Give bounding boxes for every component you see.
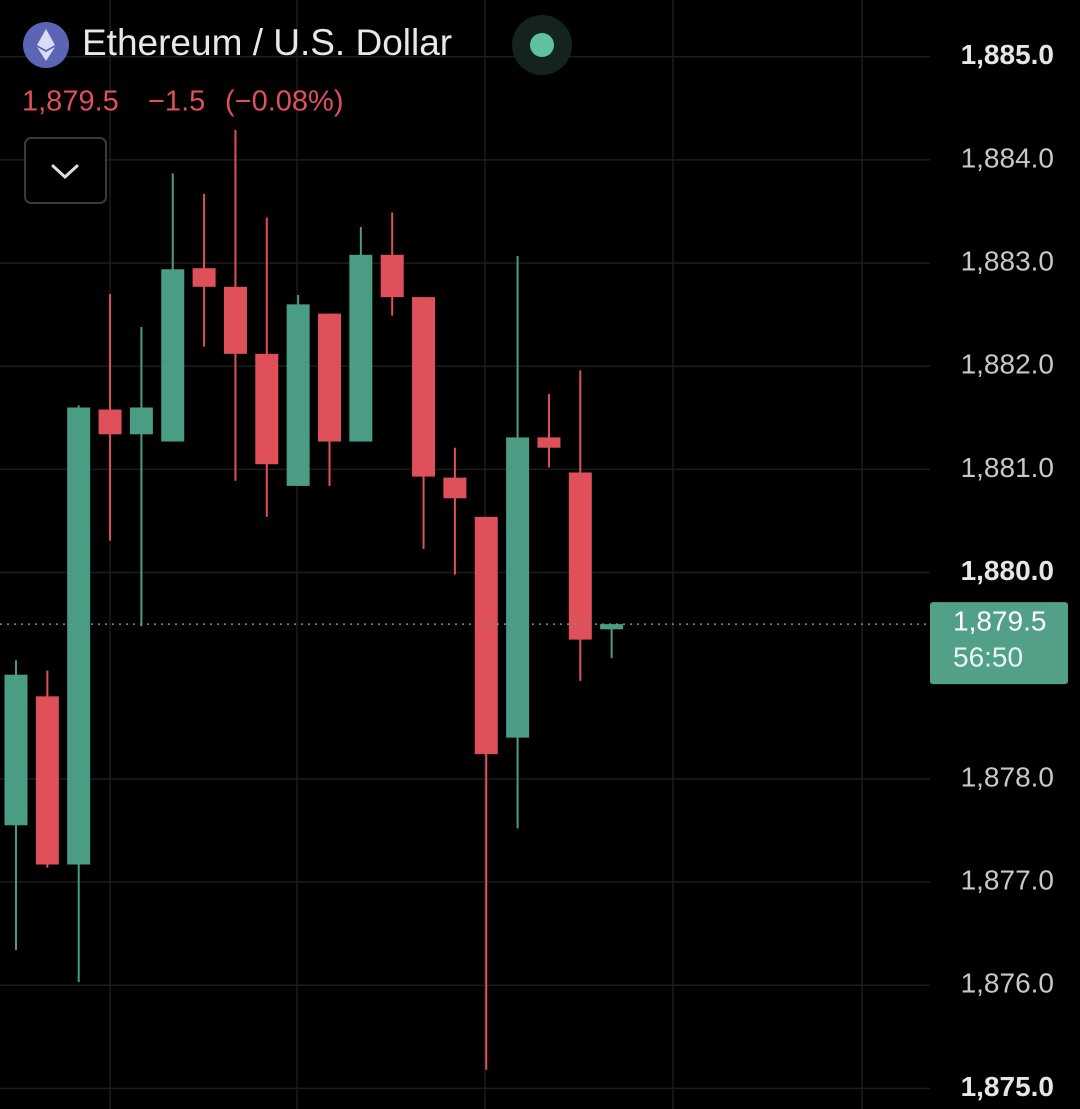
candle-body xyxy=(600,624,624,630)
candle-body xyxy=(255,353,279,465)
candle-body xyxy=(35,696,59,865)
y-tick-label: 1,875.0 xyxy=(961,1071,1054,1102)
candle-body xyxy=(98,409,122,435)
dropdown-button[interactable] xyxy=(24,137,107,204)
price: 1,879.5 xyxy=(22,86,119,118)
last-price-label: 1,879.5 xyxy=(953,606,1046,637)
chart-title: Ethereum / U.S. Dollar xyxy=(82,22,452,63)
y-tick-label: 1,878.0 xyxy=(961,761,1054,792)
candle-body xyxy=(318,313,341,442)
change: −1.5 xyxy=(148,86,205,118)
chevron xyxy=(51,164,79,180)
candle-body xyxy=(537,437,561,448)
candle-body xyxy=(161,269,185,442)
candle-body xyxy=(129,407,153,435)
price-label-box xyxy=(930,602,1068,685)
countdown: 56:50 xyxy=(953,642,1023,673)
y-tick-label: 1,883.0 xyxy=(961,245,1054,276)
candle-body xyxy=(223,286,247,354)
candle-body xyxy=(412,297,436,477)
y-tick-label: 1,884.0 xyxy=(961,142,1054,173)
eth-glyph xyxy=(37,29,55,61)
candle-body xyxy=(474,516,498,755)
y-tick-label: 1,877.0 xyxy=(961,864,1054,895)
candle-body xyxy=(67,407,91,865)
y-tick-label: 1,876.0 xyxy=(961,968,1054,999)
candle-body xyxy=(4,674,28,826)
candle-body xyxy=(380,254,404,298)
status-dot xyxy=(530,33,554,57)
y-tick-label: 1,882.0 xyxy=(961,349,1054,380)
candle-body xyxy=(192,268,216,287)
candle-body xyxy=(506,437,530,738)
candle-body xyxy=(286,304,310,486)
candle-body xyxy=(568,472,592,640)
change-pct: (−0.08%) xyxy=(225,86,343,118)
y-tick-label: 1,880.0 xyxy=(961,555,1054,586)
plot xyxy=(0,55,930,1090)
y-tick-label: 1,881.0 xyxy=(961,452,1054,483)
candle-body xyxy=(443,477,467,499)
y-tick-label: 1,885.0 xyxy=(961,39,1054,70)
candle-body xyxy=(349,254,373,442)
